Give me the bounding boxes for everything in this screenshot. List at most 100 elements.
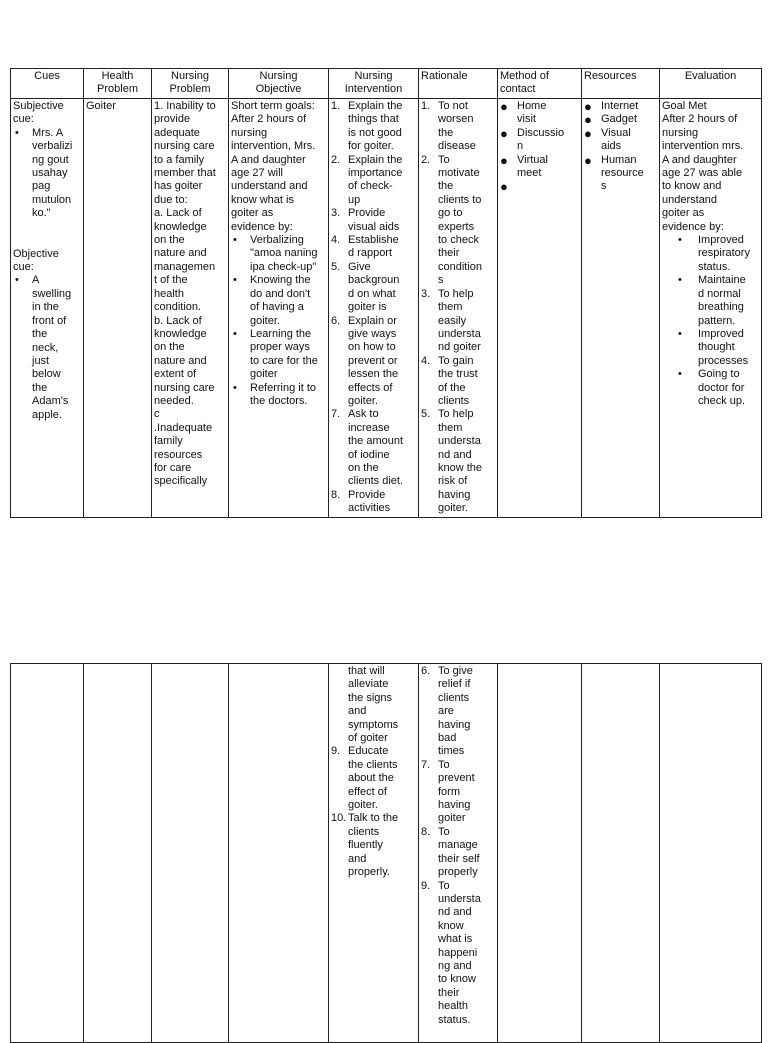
table-row: Subjective cue: • Mrs. A verbalizi ng gout… [10, 98, 762, 518]
header-health-problem: Health Problem [83, 68, 152, 99]
list-number: 7. [421, 758, 431, 771]
list-number: 2. [331, 153, 341, 166]
nursing-intervention-cell: 1. Explain the things that is not good fo… [328, 98, 419, 518]
bullet-item: ● [500, 179, 579, 195]
bullet-item: • Going to doctor for check up. [662, 368, 759, 408]
list-number: 10. [331, 812, 347, 825]
numbered-item: 10. Talk to the clients fluently and prop… [331, 812, 416, 879]
item-text: To help them easily understa nd goiter [438, 287, 481, 354]
bullet-item: • Referring it to the doctors. [231, 382, 326, 409]
list-number: 6. [331, 314, 341, 327]
list-number: 7. [331, 408, 341, 421]
bullet-icon: • [233, 274, 237, 287]
bullet-item: • Mrs. A verbalizi ng gout usahay pag mut… [13, 127, 81, 221]
paragraph: 1. Inability to provide adequate nursing… [154, 100, 216, 488]
bullet-item: ● Virtual meet [500, 153, 579, 181]
item-text: Visual aids [601, 126, 631, 153]
item-text: To give relief if clients are having bad… [438, 665, 473, 758]
item-text: A swelling in the front of the neck, jus… [32, 274, 72, 421]
bullet-item: ● Gadget [584, 113, 657, 127]
numbered-item: 1. To not worsen the disease [421, 100, 495, 154]
list-number: 8. [331, 488, 341, 501]
paragraph: Short term goals: After 2 hours of nursi… [231, 100, 316, 233]
item-text: Mrs. A verbalizi ng gout usahay pag mutu… [32, 126, 73, 220]
bullet-icon: • [15, 126, 19, 139]
numbered-item: 6. To give relief if clients are having b… [421, 665, 495, 759]
bullet-icon: • [233, 234, 237, 247]
health-problem-cell: Goiter [83, 98, 152, 518]
item-text: Home visit [517, 100, 547, 126]
item-text: Provide activities [348, 488, 391, 515]
bullet-icon: • [15, 274, 19, 287]
item-text: Establishe d rapport [348, 234, 399, 260]
bullet-item: • Maintaine d normal breathing pattern. [662, 274, 759, 328]
item-text: Virtual meet [517, 153, 548, 180]
numbered-item: 4. To gain the trust of the clients [421, 355, 495, 409]
numbered-item: 2. Explain the importance of check- up [331, 154, 416, 208]
bullet-icon: ● [584, 125, 592, 141]
health-problem-cell [83, 663, 152, 1043]
bullet-item: ● Visual aids [584, 127, 657, 154]
resources-cell [581, 663, 660, 1043]
bullet-item: • Improved thought processes [662, 328, 759, 368]
bullet-icon: ● [500, 125, 508, 141]
list-number: 3. [331, 207, 341, 220]
numbered-item: 3. To help them easily understa nd goiter [421, 288, 495, 355]
bullet-icon: ● [500, 179, 508, 195]
care-plan-table-page-2: that will alleviate the signs and sympto… [10, 663, 762, 1043]
bullet-item: • A swelling in the front of the neck, ju… [13, 274, 81, 421]
list-number: 2. [421, 153, 431, 166]
list-number: 4. [331, 234, 341, 247]
paragraph: Goiter [86, 100, 116, 112]
cues-cell [10, 663, 84, 1043]
numbered-item: 2. To motivate the clients to go to exper… [421, 154, 495, 288]
item-text: that will alleviate the signs and sympto… [348, 665, 399, 745]
nursing-problem-cell [151, 663, 229, 1043]
bullet-icon: • [678, 368, 682, 381]
paragraph: Objective cue: [13, 247, 59, 274]
bullet-item: ● Human resource s [584, 153, 657, 194]
bullet-item: • Verbalizing "amoa naning ipa check-up" [231, 234, 326, 274]
list-number [331, 665, 348, 745]
bullet-icon: ● [500, 99, 508, 114]
numbered-item: 5. To help them understa nd and know the … [421, 408, 495, 515]
table-row: that will alleviate the signs and sympto… [10, 663, 762, 1043]
header-evaluation: Evaluation [659, 68, 762, 99]
item-text: Gadget [601, 113, 638, 126]
paragraph: Subjective cue: [13, 100, 64, 126]
header-nursing-objective: Nursing Objective [228, 68, 329, 99]
nursing-problem-cell: 1. Inability to provide adequate nursing… [151, 98, 229, 518]
bullet-icon: ● [584, 99, 592, 114]
item-text: Improved respiratory status. [698, 234, 750, 273]
list-number: 1. [421, 100, 431, 112]
header-resources: Resources [581, 68, 660, 99]
item-text: Referring it to the doctors. [250, 381, 317, 407]
item-text: Explain the things that is not good for … [348, 100, 403, 153]
item-text: Knowing the do and don't of having a goi… [250, 274, 311, 327]
resources-cell: ● Internet ● Gadget ● Visual aids ● Human resou… [581, 98, 660, 518]
method-of-contact-cell [497, 663, 582, 1043]
item-text: Talk to the clients fluently and properl… [348, 812, 399, 879]
cues-cell: Subjective cue: • Mrs. A verbalizi ng gout… [10, 98, 84, 518]
list-number: 9. [421, 879, 431, 892]
header-rationale: Rationale [418, 68, 498, 99]
care-plan-table-page-1: Cues Health Problem Nursing Problem Nurs… [10, 68, 762, 518]
bullet-icon: • [233, 381, 237, 394]
item-text: To prevent form having goiter [438, 758, 475, 825]
item-text: To help them understa nd and know the ri… [438, 408, 483, 515]
bullet-item: ● Discussio n [500, 127, 579, 154]
item-text: To manage their self properly [438, 825, 480, 879]
numbered-item: 7. Ask to increase the amount of iodine o… [331, 408, 416, 488]
item-text: To not worsen the disease [438, 100, 476, 153]
list-number: 4. [421, 354, 431, 367]
bullet-icon: • [678, 234, 682, 247]
header-nursing-intervention: Nursing Intervention [328, 68, 419, 99]
item-text: Discussio n [517, 126, 565, 153]
item-text [517, 180, 579, 193]
item-text: Educate the clients about the effect of … [348, 745, 398, 812]
numbered-item: 9. To understa nd and know what is happen… [421, 880, 495, 1027]
numbered-item: 8. To manage their self properly [421, 826, 495, 880]
bullet-item: • Learning the proper ways to care for th… [231, 328, 326, 382]
header-row: Cues Health Problem Nursing Problem Nurs… [10, 68, 762, 99]
item-text: Internet [601, 100, 639, 112]
